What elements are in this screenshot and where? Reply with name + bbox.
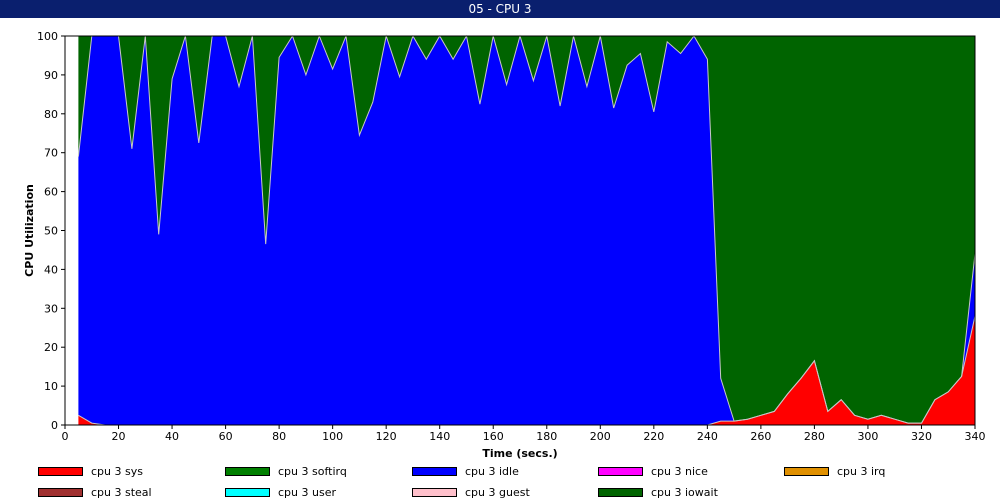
x-tick-label: 40	[165, 430, 179, 443]
legend-label: cpu 3 softirq	[278, 464, 347, 478]
legend-label: cpu 3 guest	[465, 485, 530, 499]
legend-label: cpu 3 nice	[651, 464, 708, 478]
x-tick-label: 20	[112, 430, 126, 443]
x-tick-label: 240	[697, 430, 718, 443]
legend-item: cpu 3 iowait	[598, 485, 718, 499]
x-tick-label: 120	[376, 430, 397, 443]
y-tick-label: 50	[44, 225, 58, 238]
legend-label: cpu 3 steal	[91, 485, 152, 499]
legend-swatch	[38, 466, 83, 476]
legend-label: cpu 3 irq	[837, 464, 886, 478]
x-tick-label: 340	[965, 430, 986, 443]
x-tick-label: 0	[62, 430, 69, 443]
x-tick-label: 160	[483, 430, 504, 443]
x-axis: 0 20 40 60 80 100 120 140 160 180 200 220 240 260 280 3…	[62, 425, 986, 443]
x-axis-title: Time (secs.)	[482, 447, 557, 460]
y-tick-label: 40	[44, 263, 58, 276]
y-tick-label: 0	[51, 419, 58, 432]
y-tick-label: 20	[44, 341, 58, 354]
stacked-areas	[78, 36, 975, 425]
area-cpu-3-idle	[78, 36, 975, 425]
y-tick-label: 90	[44, 69, 58, 82]
legend-item: cpu 3 user	[225, 485, 336, 499]
legend-item: cpu 3 steal	[38, 485, 152, 499]
x-tick-label: 300	[857, 430, 878, 443]
x-tick-label: 220	[643, 430, 664, 443]
y-axis-title: CPU Utilization	[23, 184, 36, 277]
legend-item: cpu 3 sys	[38, 464, 143, 478]
y-tick-label: 10	[44, 380, 58, 393]
legend-swatch	[412, 487, 457, 497]
y-tick-label: 100	[37, 30, 58, 43]
y-tick-label: 70	[44, 147, 58, 160]
legend-label: cpu 3 idle	[465, 464, 519, 478]
x-tick-label: 60	[219, 430, 233, 443]
legend-item: cpu 3 idle	[412, 464, 519, 478]
y-axis: 0 10 20 30 40 50 60 70 80 90 100	[37, 30, 65, 432]
y-tick-label: 60	[44, 186, 58, 199]
legend-swatch	[784, 466, 829, 476]
legend-item: cpu 3 guest	[412, 485, 530, 499]
outline-cpu-3-idle	[77, 34, 976, 424]
x-tick-label: 280	[804, 430, 825, 443]
legend-swatch	[598, 466, 643, 476]
legend-label: cpu 3 sys	[91, 464, 143, 478]
legend-label: cpu 3 iowait	[651, 485, 718, 499]
legend: cpu 3 sys cpu 3 softirq cpu 3 idle cpu 3 ni…	[38, 464, 988, 500]
legend-swatch	[225, 487, 270, 497]
y-tick-label: 30	[44, 302, 58, 315]
x-tick-label: 200	[590, 430, 611, 443]
legend-item: cpu 3 softirq	[225, 464, 347, 478]
x-tick-label: 320	[911, 430, 932, 443]
legend-swatch	[598, 487, 643, 497]
window-title: 05 - CPU 3	[0, 0, 1000, 18]
x-tick-label: 180	[536, 430, 557, 443]
x-tick-label: 140	[429, 430, 450, 443]
x-tick-label: 100	[322, 430, 343, 443]
x-tick-label: 260	[750, 430, 771, 443]
area-cpu-3-iowait	[78, 36, 975, 424]
legend-swatch	[225, 466, 270, 476]
legend-item: cpu 3 irq	[784, 464, 885, 478]
legend-label: cpu 3 user	[278, 485, 336, 499]
legend-item: cpu 3 nice	[598, 464, 708, 478]
legend-swatch	[38, 487, 83, 497]
cpu-utilization-chart: 0 20 40 60 80 100 120 140 160 180 200 220 240 260 280 3…	[23, 30, 986, 460]
x-tick-label: 80	[272, 430, 286, 443]
legend-swatch	[412, 466, 457, 476]
y-tick-label: 80	[44, 108, 58, 121]
